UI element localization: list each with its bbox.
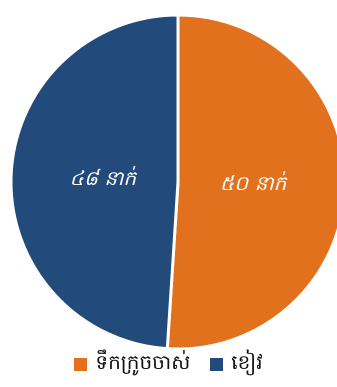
pie-data-label-1: ៤៨ នាក់ [70, 165, 139, 190]
pie-labels-group: ៥០ នាក់ ៤៨ នាក់ [70, 165, 289, 195]
pie-slice-1 [9, 13, 180, 351]
legend-swatch-orange [74, 357, 88, 371]
legend-swatch-blue [210, 357, 224, 371]
legend-item-orange: ទឹកក្រូចចាស់ [74, 349, 190, 379]
legend-item-blue: ខៀវ [210, 349, 263, 379]
pie-slices-group [9, 13, 337, 351]
pie-slice-0 [165, 13, 337, 351]
legend-label-orange: ទឹកក្រូចចាស់ [95, 350, 191, 374]
legend-label-blue: ខៀវ [231, 350, 263, 374]
chart-legend: ទឹកក្រូចចាស់ ខៀវ [0, 349, 337, 379]
pie-data-label-0: ៥០ នាក់ [220, 170, 289, 195]
